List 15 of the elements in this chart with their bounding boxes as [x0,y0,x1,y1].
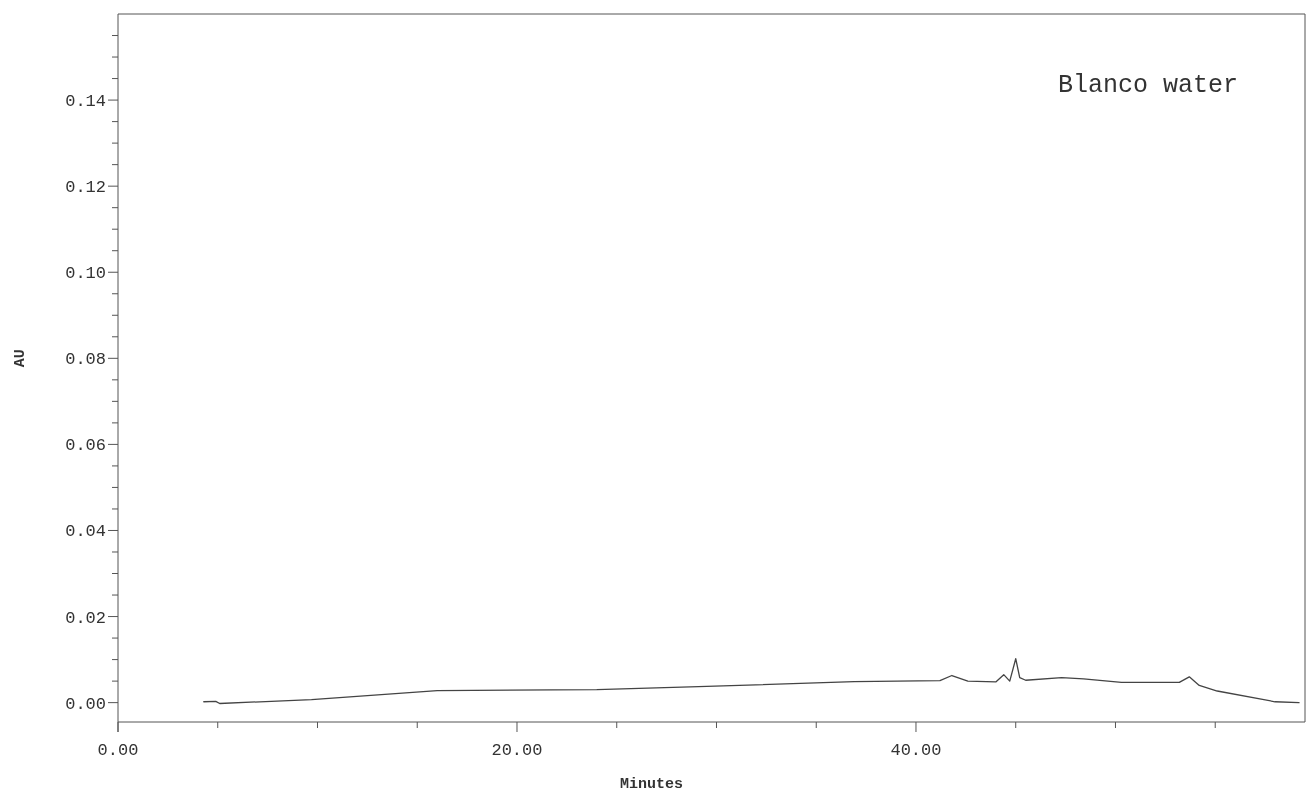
x-tick-label: 40.00 [890,741,942,760]
y-tick-label: 0.10 [65,264,106,284]
line-series [203,658,1300,705]
y-tick-label: 0.08 [65,350,106,370]
y-tick-label: 0.14 [65,92,106,112]
y-tick-label: 0.02 [65,608,106,628]
y-tick-label: 0.00 [65,694,106,714]
y-tick-label: 0.04 [65,522,106,542]
y-tick-label: 0.06 [65,436,106,456]
x-tick-label: 0.00 [97,741,139,760]
y-axis-title: AU [12,349,29,368]
y-tick-label: 0.12 [65,178,106,198]
annotation: Blanco water [1057,71,1238,100]
x-tick-label: 20.00 [491,741,543,760]
x-axis-title: Minutes [619,776,684,793]
